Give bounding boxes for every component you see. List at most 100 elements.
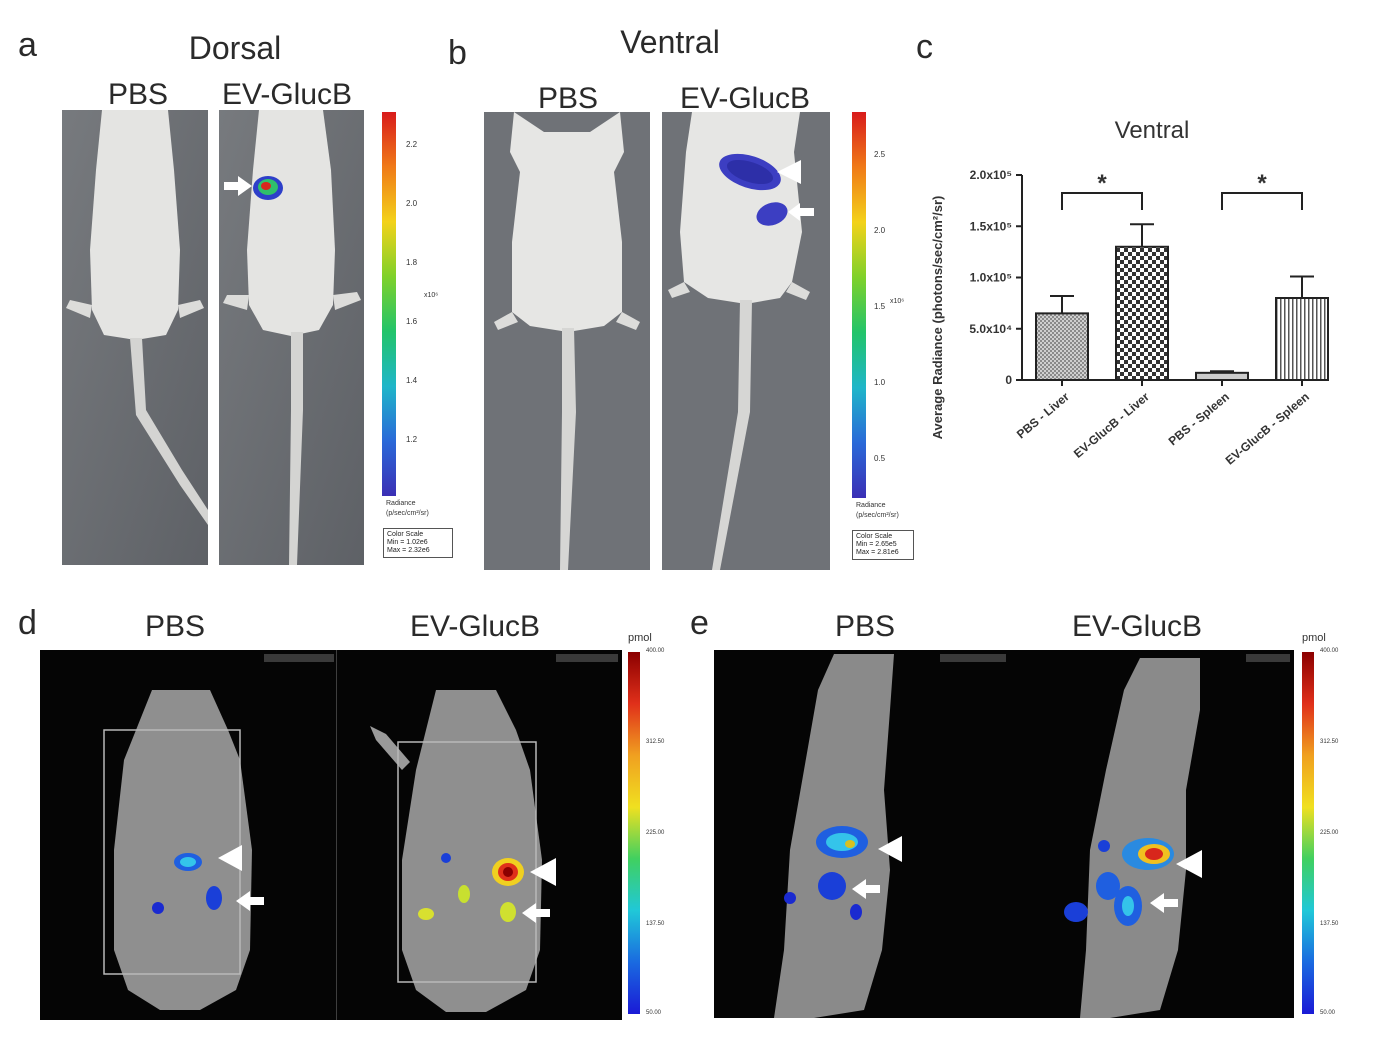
- panel-a-condition-pbs: PBS: [107, 78, 169, 111]
- x-tick-label: EV-GlucB - Liver: [1071, 389, 1152, 460]
- panel-a-color-scale-box: Color Scale Min = 1.02e6 Max = 2.32e6: [383, 528, 453, 558]
- significance-star: *: [1257, 170, 1267, 197]
- y-tick-label: 2.0x10⁵: [970, 168, 1012, 182]
- panel-d-colorbar: [628, 652, 640, 1014]
- panel-b-color-scale-box: Color Scale Min = 2.65e5 Max = 2.81e6: [852, 530, 914, 560]
- panel-e-condition-pbs: PBS: [834, 610, 896, 643]
- arrow-icon: [852, 879, 880, 899]
- mouse-silhouette: [62, 110, 208, 565]
- panel-a-unit: (p/sec/cm²/sr): [386, 510, 429, 517]
- x-tick-label: EV-GlucB - Spleen: [1223, 390, 1312, 468]
- x-tick-label: PBS - Spleen: [1166, 390, 1232, 449]
- panel-d-condition-pbs: PBS: [144, 610, 206, 643]
- panel-a-image-pbs: [62, 110, 208, 565]
- panel-b-image-ev: [662, 112, 830, 570]
- panel-a-tick: 1.2: [406, 435, 418, 444]
- mouse-silhouette: [336, 650, 622, 1020]
- y-tick-label: 1.5x10⁵: [970, 219, 1012, 233]
- panel-d-tick: 137.50: [646, 921, 665, 927]
- panel-c-label: c: [916, 28, 933, 66]
- panel-e-tick: 400.00: [1320, 648, 1339, 654]
- bar: [1115, 245, 1169, 381]
- mouse-silhouette: [40, 650, 336, 1020]
- panel-d-label: d: [18, 604, 37, 642]
- arrow-icon: [1150, 893, 1178, 913]
- arrowhead-icon: [218, 845, 242, 871]
- arrowhead-icon: [530, 858, 556, 886]
- significance-bracket: [1061, 192, 1143, 210]
- panel-a-condition-ev: EV-GlucB: [221, 78, 353, 111]
- bar: [1195, 371, 1249, 382]
- panel-a-tick: 1.4: [406, 376, 418, 385]
- panel-a-unit-label: Radiance: [386, 500, 416, 507]
- bar: [1275, 297, 1329, 381]
- arrowhead-icon: [1176, 850, 1202, 878]
- y-axis-label: Average Radiance (photons/sec/cm²/sr): [930, 196, 945, 440]
- panel-e-tick: 137.50: [1320, 921, 1339, 927]
- arrow-icon: [522, 903, 550, 923]
- panel-d-image-ev: [336, 650, 622, 1020]
- panel-e-image-pbs: [714, 650, 1010, 1018]
- panel-a-tick: 2.0: [406, 199, 418, 208]
- panel-d-condition-ev: EV-GlucB: [409, 610, 541, 643]
- color-scale-max: Max = 2.81e6: [856, 549, 899, 556]
- color-scale-max: Max = 2.32e6: [387, 547, 430, 554]
- x-tick-label: PBS - Liver: [1014, 389, 1072, 441]
- mouse-silhouette: [714, 650, 1010, 1018]
- panel-e-tick: 50.00: [1320, 1010, 1336, 1016]
- significance-star: *: [1097, 170, 1107, 197]
- bar: [1035, 312, 1089, 381]
- panel-e-tick: 225.00: [1320, 830, 1339, 836]
- panel-b-exponent: x10⁶: [890, 298, 905, 305]
- panel-a-tick: 2.2: [406, 140, 418, 149]
- bar-chart: Ventral 0 5.0x10⁴ 1.0x10⁵ 1.5x10⁵ 2.0x10⁵ Aver…: [930, 117, 1329, 468]
- arrowhead-icon: [878, 836, 902, 862]
- arrow-icon: [788, 203, 814, 221]
- panel-b-condition-ev: EV-GlucB: [679, 82, 811, 115]
- panel-d-tick: 225.00: [646, 830, 665, 836]
- panel-b-tick: 2.5: [874, 150, 886, 159]
- panel-b-unit-label: Radiance: [856, 502, 886, 509]
- y-tick-label: 0: [1005, 373, 1012, 387]
- panel-e-scale-unit: pmol: [1302, 632, 1326, 644]
- panel-b-image-pbs: [484, 112, 650, 570]
- arrow-icon: [224, 176, 252, 196]
- panel-b-label: b: [448, 34, 467, 72]
- panel-e-label: e: [690, 604, 709, 642]
- panel-a-title: Dorsal: [188, 30, 282, 66]
- panel-d-scale-unit: pmol: [628, 632, 652, 644]
- panel-a-tick: 1.6: [406, 317, 418, 326]
- panel-b-tick: 2.0: [874, 226, 886, 235]
- panel-e-image-ev: [1010, 650, 1294, 1018]
- panel-b-title: Ventral: [620, 24, 720, 60]
- panel-e-tick: 312.50: [1320, 739, 1339, 745]
- panel-d-tick: 400.00: [646, 648, 665, 654]
- panel-b-condition-pbs: PBS: [537, 82, 599, 115]
- panel-a-tick: 1.8: [406, 258, 418, 267]
- panel-b-tick: 1.5: [874, 302, 886, 311]
- panel-e-condition-ev: EV-GlucB: [1071, 610, 1203, 643]
- panel-d-image-pbs: [40, 650, 336, 1020]
- color-scale-min: Min = 2.65e5: [856, 541, 897, 548]
- significance-bracket: [1221, 192, 1303, 210]
- mouse-silhouette: [484, 112, 650, 570]
- panel-b-tick: 0.5: [874, 454, 886, 463]
- arrow-icon: [236, 891, 264, 911]
- panel-a-colorbar: [382, 112, 396, 496]
- y-tick-label: 5.0x10⁴: [969, 322, 1012, 336]
- chart-title: Ventral: [1115, 117, 1190, 144]
- panel-b-tick: 1.0: [874, 378, 886, 387]
- panel-d-tick: 312.50: [646, 739, 665, 745]
- panel-a-label: a: [18, 26, 37, 64]
- panel-d-tick: 50.00: [646, 1010, 662, 1016]
- mouse-silhouette: [662, 112, 830, 570]
- y-tick-label: 1.0x10⁵: [970, 271, 1012, 285]
- panel-e-colorbar: [1302, 652, 1314, 1014]
- color-scale-line: Color Scale: [387, 531, 424, 538]
- arrowhead-icon: [777, 160, 801, 184]
- panel-a-exponent: x10⁶: [424, 292, 439, 299]
- mouse-silhouette: [1010, 650, 1294, 1018]
- panel-b-colorbar: [852, 112, 866, 498]
- color-scale-line: Color Scale: [856, 533, 893, 540]
- color-scale-min: Min = 1.02e6: [387, 539, 428, 546]
